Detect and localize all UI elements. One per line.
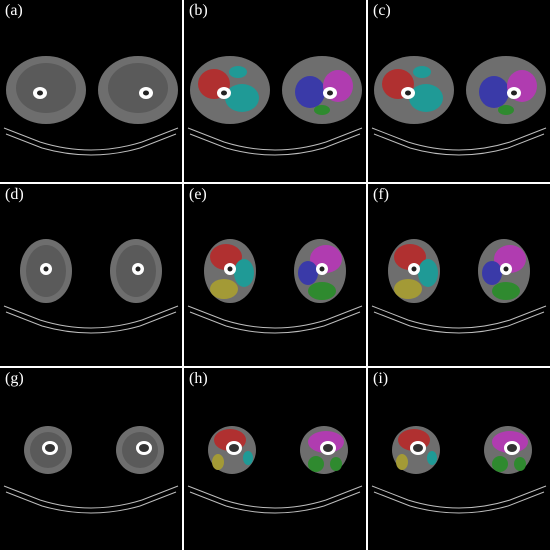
marrow [405, 90, 411, 96]
ct-slice-upper-raw [3, 56, 179, 156]
panel-e: (e) [184, 184, 366, 366]
muscle-segment [514, 457, 526, 471]
ct-table-line [189, 133, 361, 156]
panel-i: (i) [368, 368, 550, 550]
ct-slice-mid-raw [3, 239, 179, 334]
muscle-region [16, 63, 76, 113]
marrow [503, 266, 509, 272]
panel-g: (g) [0, 368, 182, 550]
marrow [135, 266, 141, 272]
muscle-segment [308, 456, 324, 472]
panel-label: (d) [5, 186, 24, 203]
marrow [413, 444, 423, 452]
ct-table-line [189, 311, 361, 334]
muscle-segment [298, 261, 318, 285]
ct-table-line [371, 305, 547, 329]
ct-table-line [187, 305, 363, 329]
muscle-segment [330, 457, 342, 471]
ct-table-line [5, 133, 177, 156]
panel-h: (h) [184, 368, 366, 550]
marrow [229, 444, 239, 452]
muscle-segment [427, 451, 437, 465]
muscle-segment [498, 105, 514, 115]
panel-label: (h) [189, 370, 208, 387]
marrow [37, 90, 43, 96]
muscle-segment [212, 454, 224, 470]
muscle-segment [418, 259, 438, 287]
muscle-segment [314, 105, 330, 115]
muscle-segment [413, 66, 431, 78]
ct-table-line [373, 133, 545, 156]
muscle-region [108, 63, 168, 113]
marrow [511, 90, 517, 96]
muscle-segment [229, 66, 247, 78]
ct-table-line [373, 491, 545, 514]
ct-slice-mid-segmented [187, 239, 363, 334]
panel-a: (a) [0, 0, 182, 182]
ct-table-line [371, 127, 547, 151]
muscle-segment [243, 451, 253, 465]
marrow [139, 444, 149, 452]
marrow [43, 266, 49, 272]
panel-b: (b) [184, 0, 366, 182]
marrow [411, 266, 417, 272]
muscle-segment [492, 456, 508, 472]
ct-table-line [371, 485, 547, 509]
marrow [507, 444, 517, 452]
panel-d: (d) [0, 184, 182, 366]
ct-slice-lower-segmented [187, 426, 363, 514]
ct-slice-mid-segmented [371, 239, 547, 334]
marrow [327, 90, 333, 96]
marrow [45, 444, 55, 452]
marrow [323, 444, 333, 452]
ct-slice-upper-segmented [371, 56, 547, 156]
muscle-segment [482, 261, 502, 285]
ct-slice-upper-segmented [187, 56, 363, 156]
ct-table-line [5, 311, 177, 334]
muscle-segment [210, 244, 242, 270]
panel-label: (c) [373, 2, 391, 19]
muscle-segment [394, 244, 426, 270]
ct-table-line [5, 491, 177, 514]
ct-slice-lower-segmented [371, 426, 547, 514]
marrow [221, 90, 227, 96]
muscle-segment [394, 279, 422, 299]
marrow [319, 266, 325, 272]
panel-label: (b) [189, 2, 208, 19]
panel-label: (i) [373, 370, 389, 387]
marrow [227, 266, 233, 272]
muscle-segment [210, 279, 238, 299]
muscle-segment [492, 282, 520, 300]
muscle-segment [225, 84, 259, 112]
ct-table-line [187, 485, 363, 509]
panel-f: (f) [368, 184, 550, 366]
muscle-segment [409, 84, 443, 112]
panel-c: (c) [368, 0, 550, 182]
ct-table-line [3, 305, 179, 329]
panel-label: (e) [189, 186, 207, 203]
ct-table-line [189, 491, 361, 514]
muscle-segment [308, 282, 336, 300]
ct-table-line [187, 127, 363, 151]
muscle-segment [396, 454, 408, 470]
ct-table-line [3, 127, 179, 151]
panel-label: (g) [5, 370, 24, 387]
ct-table-line [3, 485, 179, 509]
ct-slice-lower-raw [3, 426, 179, 514]
muscle-segment [295, 76, 325, 108]
panel-label: (a) [5, 2, 23, 19]
marrow [143, 90, 149, 96]
muscle-segment [234, 259, 254, 287]
muscle-segment [479, 76, 509, 108]
panel-label: (f) [373, 186, 389, 203]
ct-table-line [373, 311, 545, 334]
